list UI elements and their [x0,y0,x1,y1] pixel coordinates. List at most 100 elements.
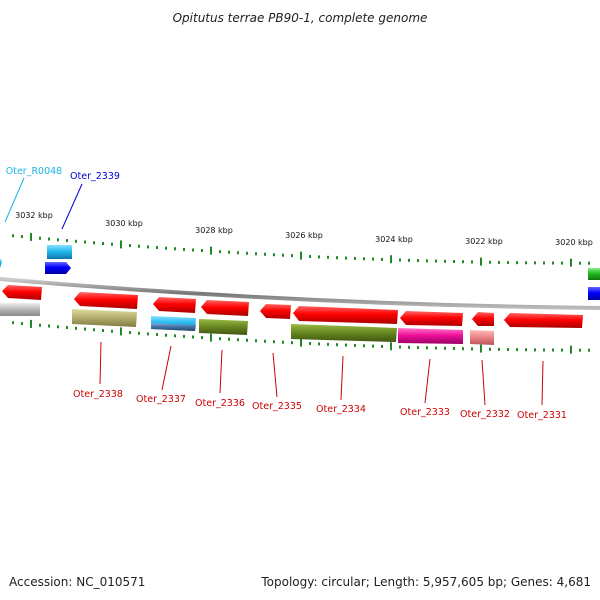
scale-tick-upper-minor [39,236,41,240]
gene-oter-2333-arrow[interactable] [400,311,463,326]
leader-oter-2331 [541,360,544,406]
scale-tick-lower-major [300,338,302,347]
label-oter-2333[interactable]: Oter_2333 [400,407,450,418]
scale-tick-lower-minor [345,343,347,347]
scale-label-3030kbp: 3030 kbp [105,219,143,228]
scale-tick-lower-major [570,345,572,354]
scale-tick-lower-major [210,333,212,342]
scale-tick-lower-minor [552,348,554,352]
scale-tick-lower-minor [588,348,590,352]
label-oter-2338[interactable]: Oter_2338 [73,389,123,400]
cog-box-oter-2332 [470,330,494,345]
gene-oter-r0048-arrow[interactable] [0,258,2,268]
scale-tick-lower-minor [75,326,77,330]
gene-oter-2339-arrow[interactable] [45,262,71,274]
scale-label-3028kbp: 3028 kbp [195,226,233,235]
scale-tick-lower-minor [417,346,419,350]
gene-oter-2339-rrna-box[interactable] [47,245,72,259]
scale-tick-lower-minor [183,334,185,338]
scale-tick-lower-minor [237,338,239,342]
scale-tick-lower-minor [372,344,374,348]
scale-tick-lower-minor [516,348,518,352]
scale-tick-upper-minor [489,260,491,264]
gene-oter-2332-arrow[interactable] [472,312,494,326]
scale-tick-upper-minor [48,237,50,241]
scale-tick-lower-minor [66,326,68,330]
scale-tick-lower-minor [201,336,203,340]
scale-tick-upper-minor [237,251,239,255]
scale-tick-upper-major [120,240,122,249]
scale-tick-upper-minor [435,259,437,263]
scale-tick-upper-minor [147,245,149,249]
gene-oter-2337-arrow[interactable] [153,297,196,313]
gene-right-edge-blue[interactable] [588,287,600,300]
scale-tick-upper-minor [84,240,86,244]
label-oter-2337[interactable]: Oter_2337 [136,394,186,405]
scale-tick-lower-minor [174,334,176,338]
scale-tick-lower-minor [336,343,338,347]
scale-tick-lower-minor [507,348,509,352]
scale-tick-lower-minor [471,347,473,351]
scale-tick-upper-minor [309,255,311,259]
label-oter-2332[interactable]: Oter_2332 [460,409,510,420]
scale-tick-upper-minor [345,256,347,260]
label-oter-r0048[interactable]: Oter_R0048 [6,166,62,177]
scale-tick-lower-minor [318,342,320,346]
scale-tick-upper-minor [399,258,401,262]
scale-ticks-lower [12,319,590,354]
leader-oter-2336 [219,349,223,394]
scale-label-3022kbp: 3022 kbp [465,237,503,246]
scale-tick-lower-minor [138,331,140,335]
scale-tick-upper-minor [111,242,113,246]
scale-tick-lower-minor [543,348,545,352]
cog-box-oter-2338 [72,309,137,327]
scale-tick-upper-minor [336,256,338,260]
scale-tick-upper-minor [561,261,563,265]
genome-backbone [0,277,600,310]
scale-tick-lower-minor [165,333,167,337]
gene-oter-2336-arrow[interactable] [201,300,249,316]
scale-tick-upper-minor [291,254,293,258]
scale-tick-lower-major [390,342,392,351]
label-oter-2335[interactable]: Oter_2335 [252,401,302,412]
gene-right-edge-green[interactable] [588,268,600,280]
leader-oter-2333 [424,358,431,404]
label-oter-2339[interactable]: Oter_2339 [70,171,120,182]
scale-tick-upper-minor [21,235,23,239]
scale-tick-lower-minor [84,327,86,331]
scale-tick-lower-minor [228,337,230,341]
scale-tick-upper-minor [507,261,509,265]
leader-oter-2337 [161,345,172,391]
scale-tick-upper-minor [156,246,158,250]
scale-tick-lower-minor [462,347,464,351]
scale-tick-lower-major [30,319,32,328]
cog-box-oter-2333 [398,328,463,344]
scale-tick-lower-minor [111,329,113,333]
gene-oter-2331-arrow[interactable] [504,313,583,328]
gene-leftedge-red-arrow[interactable] [2,285,42,300]
scale-tick-lower-minor [192,335,194,339]
gene-oter-2335-arrow[interactable] [260,304,291,319]
scale-tick-upper-minor [93,241,95,245]
genome-summary-text: Topology: circular; Length: 5,957,605 bp… [260,575,591,589]
scale-tick-upper-minor [165,246,167,250]
scale-tick-lower-minor [381,344,383,348]
leader-oter-r0048 [4,177,25,223]
scale-tick-lower-minor [363,344,365,348]
scale-ticks-upper [12,232,590,267]
scale-tick-upper-minor [462,260,464,264]
scale-tick-upper-minor [246,251,248,255]
scale-tick-lower-minor [129,331,131,335]
scale-tick-upper-minor [588,261,590,265]
scale-tick-lower-minor [246,338,248,342]
gene-oter-2334-arrow[interactable] [293,306,398,324]
scale-tick-lower-major [120,327,122,336]
scale-tick-upper-minor [327,255,329,259]
scale-tick-upper-minor [264,252,266,256]
scale-tick-lower-minor [534,348,536,352]
label-oter-2334[interactable]: Oter_2334 [316,404,366,415]
gene-oter-2338-arrow[interactable] [74,292,138,309]
label-oter-2331[interactable]: Oter_2331 [517,410,567,421]
scale-tick-upper-minor [408,258,410,262]
label-oter-2336[interactable]: Oter_2336 [195,398,245,409]
